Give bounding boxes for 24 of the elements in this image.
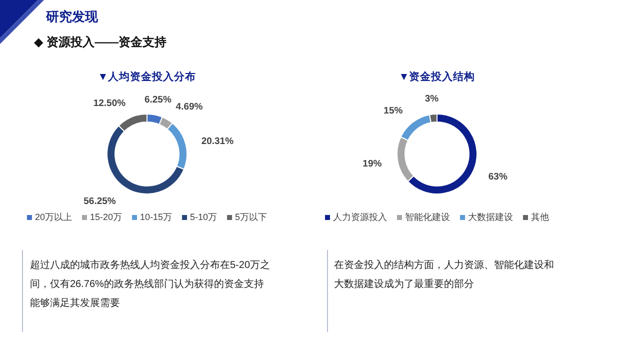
data-label: 12.50% [93,98,126,109]
legend-label: 20万以上 [34,212,72,222]
data-label: 20.31% [201,136,234,147]
data-label: 4.69% [176,101,204,112]
legend-label: 其他 [531,212,549,222]
text: 在资金投入的结构方面，人力资源、智能化建设和大数据建设成为了最重要的部分 [334,258,555,292]
text: 超过八成的城市政务热线人均资金投入分布在5-20万之间，仅有26.76%的政务热线部门认为获得的资金支持能够满足其发展需要 [30,258,270,311]
legend-label: 人力资源投入 [333,212,387,222]
legend-label: 大数据建设 [468,212,513,222]
data-label: 56.25% [84,196,116,208]
legend-label: 10-15万 [140,212,172,222]
text: 研究发现 [46,8,98,26]
text: ◆ 资源投入——资金支持 [34,34,167,51]
legend-label: 5-10万 [190,212,218,222]
legend-label: 智能化建设 [405,212,450,222]
legend-label: 15-20万 [90,212,122,222]
data-label: 19% [362,158,382,170]
legend-label: 5万以下 [235,212,268,222]
data-label: 63% [488,172,508,183]
chart-title: ▼资金投入结构 [398,70,476,83]
data-label: 3% [424,94,440,105]
data-label: 15% [384,105,404,116]
chart-title: ▼人均资金投入分布 [98,70,196,83]
data-label: 6.25% [144,94,172,106]
